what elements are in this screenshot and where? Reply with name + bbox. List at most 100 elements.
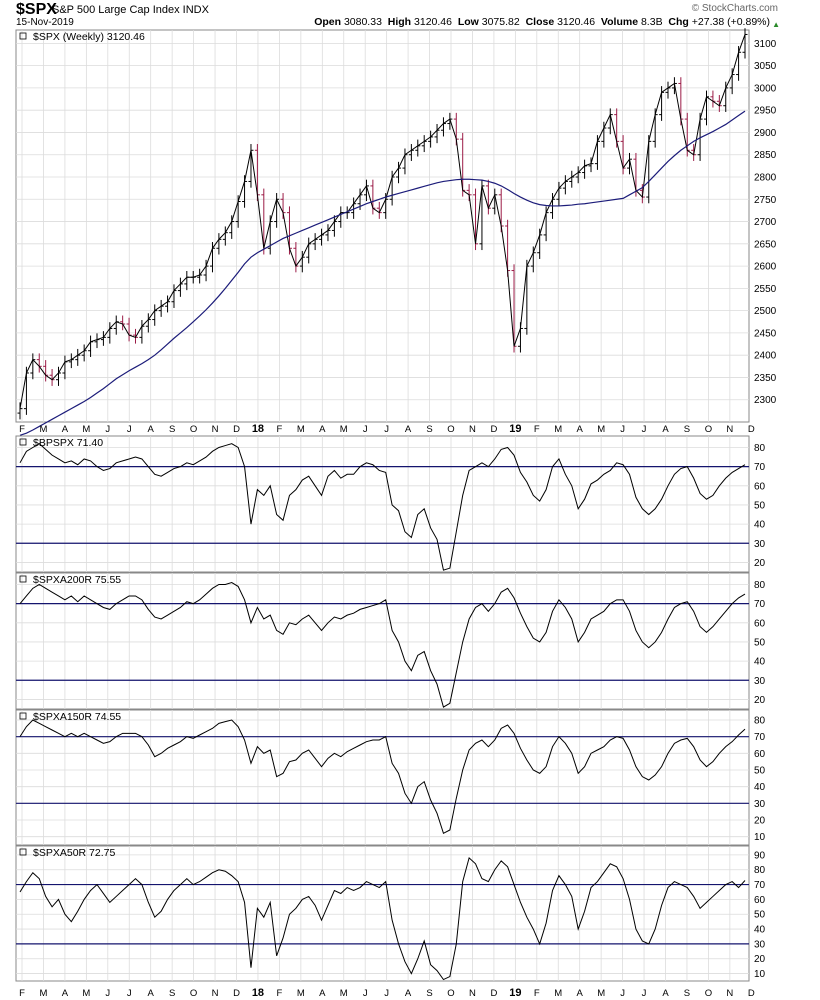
price-bar [36, 353, 42, 373]
price-bar [43, 360, 49, 382]
y-tick-label: 2900 [754, 128, 777, 139]
y-tick-label: 2500 [754, 306, 777, 317]
price-bar [729, 68, 735, 95]
panel-frame [15, 572, 750, 710]
x-tick-label: N [469, 424, 476, 435]
price-bar [569, 170, 575, 188]
x-tick-label: S [684, 424, 690, 435]
price-bar [627, 152, 633, 175]
price-bar [530, 246, 536, 273]
x-tick-label: F [19, 988, 25, 999]
indicator-line [19, 582, 746, 708]
x-tick-label: S [684, 988, 690, 999]
y-tick-label: 50 [754, 637, 766, 648]
x-tick-label: D [233, 424, 240, 435]
x-tick-label: D [490, 988, 497, 999]
x-tick-label: S [169, 988, 175, 999]
y-tick-label: 80 [754, 716, 766, 727]
high-label: High [387, 16, 412, 28]
panel-title: $SPXA200R 75.55 [33, 574, 121, 586]
x-tick-label: D [748, 988, 755, 999]
quote-line: Open 3080.33 High 3120.46 Low 3075.82 Cl… [314, 16, 770, 28]
chg-label: Chg [668, 16, 689, 28]
x-tick-label: A [662, 424, 669, 435]
x-tick-label: J [384, 988, 389, 999]
price-bar [203, 259, 209, 282]
price-bar [556, 181, 562, 206]
x-tick-label: O [705, 988, 712, 999]
chg-value: +27.38 (+0.89%) [691, 16, 770, 28]
x-tick-label: 18 [252, 423, 264, 435]
indicator-line [19, 443, 746, 571]
x-tick-label: F [276, 988, 282, 999]
price-bar [184, 270, 190, 291]
price-bar [126, 317, 132, 342]
x-tick-label: A [405, 424, 412, 435]
x-tick-label: M [554, 988, 562, 999]
price-bar [434, 123, 440, 144]
price-bar [408, 144, 414, 161]
panel-frame [15, 709, 750, 846]
price-bar [402, 148, 408, 175]
price-bar [139, 319, 145, 344]
security-name: S&P 500 Large Cap Index INDX [52, 4, 209, 16]
x-tick-label: M [82, 424, 90, 435]
y-tick-label: 2950 [754, 106, 777, 117]
price-bar [723, 81, 729, 112]
price-bar [710, 90, 716, 108]
price-bar [582, 159, 588, 179]
x-tick-label: M [554, 424, 562, 435]
price-bar [312, 233, 318, 251]
y-tick-label: 2550 [754, 284, 777, 295]
price-bar [338, 206, 344, 228]
y-tick-label: 40 [754, 782, 766, 793]
panel-legend-icon [19, 438, 27, 446]
x-tick-label: S [169, 424, 175, 435]
x-tick-label: M [597, 988, 605, 999]
x-tick-label: N [212, 424, 219, 435]
x-tick-label: A [405, 988, 412, 999]
x-tick-label: J [384, 424, 389, 435]
price-bar [325, 224, 331, 242]
x-tick-label: F [276, 424, 282, 435]
y-tick-label: 20 [754, 558, 766, 569]
x-tick-label: O [447, 424, 454, 435]
x-tick-label: A [148, 988, 155, 999]
price-bar [376, 201, 382, 219]
price-bar [306, 237, 312, 264]
y-tick-label: 50 [754, 766, 766, 777]
y-tick-label: 2400 [754, 351, 777, 362]
y-tick-label: 20 [754, 954, 766, 965]
y-tick-label: 2750 [754, 195, 777, 206]
panel-frame [15, 435, 750, 573]
price-bar [145, 313, 151, 333]
moving-average-line [19, 110, 746, 436]
price-bar [88, 335, 94, 357]
x-tick-label: M [39, 988, 47, 999]
x-tick-label: A [319, 988, 326, 999]
price-bar [716, 95, 722, 112]
price-bar [601, 121, 607, 148]
x-tick-label: F [534, 424, 540, 435]
x-tick-label: D [233, 988, 240, 999]
x-tick-label: J [642, 988, 647, 999]
x-tick-label: A [662, 988, 669, 999]
panel-legend-icon [19, 32, 27, 40]
y-tick-label: 40 [754, 925, 766, 936]
x-tick-label: M [297, 988, 305, 999]
x-tick-label: A [319, 424, 326, 435]
x-tick-label: S [426, 988, 432, 999]
panel-frame [15, 845, 750, 982]
x-tick-label: F [19, 424, 25, 435]
x-tick-label: M [340, 424, 348, 435]
x-tick-label: D [748, 424, 755, 435]
x-tick-label: M [597, 424, 605, 435]
y-tick-label: 2650 [754, 239, 777, 250]
price-bar [152, 304, 158, 326]
panel-legend-icon [19, 575, 27, 583]
price-bar [30, 353, 36, 380]
y-tick-label: 2600 [754, 262, 777, 273]
x-tick-label: S [426, 424, 432, 435]
x-tick-label: J [363, 424, 368, 435]
price-bar [447, 112, 453, 130]
